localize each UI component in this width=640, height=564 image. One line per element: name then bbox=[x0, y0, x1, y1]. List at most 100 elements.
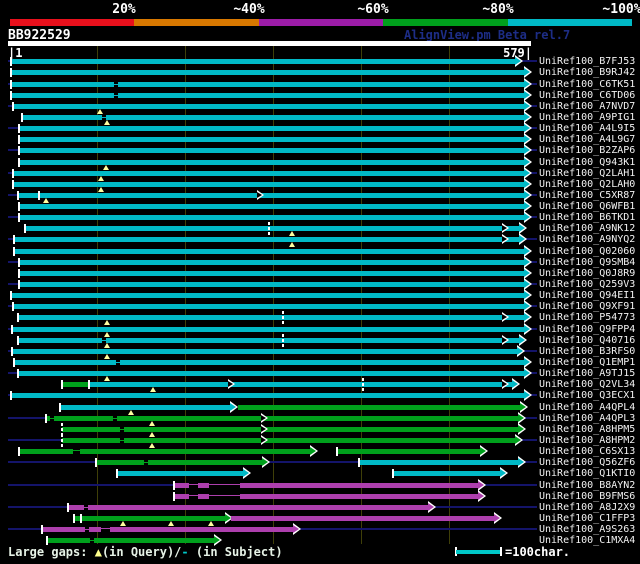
alignment-bar-segment[interactable] bbox=[10, 59, 515, 64]
row-label[interactable]: UniRef100_A8HPM2 bbox=[539, 434, 636, 446]
row-label[interactable]: UniRef100_Q9XF91 bbox=[539, 301, 636, 312]
row-label[interactable]: UniRef100_A9TJ15 bbox=[539, 368, 636, 379]
alignment-bar-segment[interactable] bbox=[62, 426, 518, 432]
alignment-bar-segment[interactable] bbox=[18, 148, 524, 153]
alignment-bar-segment[interactable] bbox=[18, 215, 524, 220]
alignment-bar-segment[interactable] bbox=[11, 348, 517, 354]
row-label[interactable]: UniRef100_A8J2X9 bbox=[539, 501, 636, 513]
alignment-bar-segment[interactable] bbox=[59, 404, 230, 410]
alignment-bar-segment[interactable] bbox=[95, 460, 262, 465]
alignment-bar-segment[interactable] bbox=[11, 326, 524, 332]
alignment-bar-segment[interactable] bbox=[18, 259, 524, 265]
row-label[interactable]: UniRef100_Q02060 bbox=[539, 245, 636, 257]
alignment-bar-segment[interactable] bbox=[18, 270, 524, 276]
alignment-bar-segment[interactable] bbox=[10, 70, 524, 75]
alignment-bar-segment[interactable] bbox=[10, 393, 524, 398]
alignment-bar-segment[interactable] bbox=[88, 382, 512, 387]
row-label[interactable]: UniRef100_Q2LAH1 bbox=[539, 167, 636, 179]
row-label[interactable]: UniRef100_Q2VL34 bbox=[539, 379, 636, 390]
alignment-bar-segment[interactable] bbox=[238, 404, 520, 410]
segment-arrow-icon bbox=[515, 435, 521, 444]
alignment-bar-segment[interactable] bbox=[61, 382, 88, 387]
alignment-bar-segment[interactable] bbox=[17, 337, 519, 343]
row-label[interactable]: UniRef100_Q0J8R9 bbox=[539, 267, 636, 279]
alignment-bar-segment[interactable] bbox=[392, 471, 500, 476]
subject-gap-dash bbox=[116, 363, 120, 365]
alignment-bar-segment[interactable] bbox=[46, 538, 214, 543]
row-label[interactable]: UniRef100_C1MXA4 bbox=[539, 535, 636, 546]
row-label[interactable]: UniRef100_P54773 bbox=[539, 312, 636, 323]
row-label[interactable]: UniRef100_B2ZAP6 bbox=[539, 145, 636, 156]
row-label[interactable]: UniRef100_B3RFS0 bbox=[539, 345, 636, 357]
row-label[interactable]: UniRef100_A8HPM5 bbox=[539, 423, 636, 435]
row-label[interactable]: UniRef100_C6SX13 bbox=[539, 446, 636, 457]
row-label[interactable]: UniRef100_C5XR87 bbox=[539, 189, 636, 201]
row-label[interactable]: UniRef100_A9NYQ2 bbox=[539, 234, 636, 245]
row-label[interactable]: UniRef100_C6TD06 bbox=[539, 89, 636, 101]
row-label[interactable]: UniRef100_B9FMS6 bbox=[539, 490, 636, 502]
row-label[interactable]: UniRef100_Q9SMB4 bbox=[539, 256, 636, 268]
alignment-bar-segment[interactable] bbox=[18, 137, 524, 142]
row-label[interactable]: UniRef100_B9RJ42 bbox=[539, 67, 636, 78]
alignment-bar-segment[interactable] bbox=[24, 226, 519, 231]
row-label[interactable]: UniRef100_C1FFP3 bbox=[539, 512, 636, 524]
alignment-bar-segment[interactable] bbox=[13, 360, 524, 365]
alignment-bar-segment[interactable] bbox=[13, 248, 524, 254]
alignment-bar-segment[interactable] bbox=[18, 449, 310, 454]
alignment-bar-segment[interactable] bbox=[17, 371, 524, 376]
row-label[interactable]: UniRef100_Q2LAH0 bbox=[539, 178, 636, 190]
alignment-bar-segment[interactable] bbox=[45, 415, 518, 421]
row-label[interactable]: UniRef100_Q943K1 bbox=[539, 156, 636, 168]
row-label[interactable]: UniRef100_Q1EMP1 bbox=[539, 357, 636, 368]
row-label[interactable]: UniRef100_A4L9I5 bbox=[539, 123, 636, 134]
row-label[interactable]: UniRef100_A9NK12 bbox=[539, 223, 636, 234]
row-label[interactable]: UniRef100_B8AYN2 bbox=[539, 479, 636, 491]
row-label[interactable]: UniRef100_A4L9G7 bbox=[539, 134, 636, 145]
alignment-bar-segment[interactable] bbox=[116, 471, 243, 476]
row-label[interactable]: UniRef100_Q259V3 bbox=[539, 279, 636, 290]
row-label[interactable]: UniRef100_Q3ECX1 bbox=[539, 390, 636, 401]
alignment-bar-segment[interactable] bbox=[358, 460, 518, 465]
alignment-bar-segment[interactable] bbox=[12, 103, 524, 109]
subject-gap-dash bbox=[114, 84, 118, 87]
alignment-bar-segment[interactable] bbox=[18, 126, 524, 131]
alignment-bar-segment[interactable] bbox=[10, 293, 524, 298]
alignment-bar-segment[interactable] bbox=[13, 237, 519, 242]
alignment-bar-segment[interactable] bbox=[21, 114, 524, 120]
row-label[interactable]: UniRef100_A9PIG1 bbox=[539, 111, 636, 123]
boundary-tick bbox=[12, 101, 14, 111]
row-label[interactable]: UniRef100_Q40716 bbox=[539, 334, 636, 346]
alignment-bar-segment[interactable] bbox=[18, 159, 524, 165]
alignment-bar-segment[interactable] bbox=[67, 504, 428, 510]
row-label[interactable]: UniRef100_Q9FPP4 bbox=[539, 323, 636, 335]
alignment-bar-segment[interactable] bbox=[41, 527, 293, 532]
alignment-bar-segment[interactable] bbox=[12, 304, 524, 309]
row-label[interactable]: UniRef100_A4QPL3 bbox=[539, 412, 636, 424]
alignment-bar-segment[interactable] bbox=[18, 282, 524, 287]
alignment-bar-segment[interactable] bbox=[12, 170, 524, 176]
alignment-bar-segment[interactable] bbox=[17, 315, 524, 320]
alignment-bar-segment[interactable] bbox=[231, 515, 494, 521]
segment-arrow-icon bbox=[524, 179, 530, 188]
alignment-bar-segment[interactable] bbox=[17, 192, 524, 198]
alignment-bar-segment[interactable] bbox=[336, 449, 480, 454]
alignment-bar-segment[interactable] bbox=[173, 482, 478, 488]
row-label[interactable]: UniRef100_C6TK51 bbox=[539, 78, 636, 90]
row-label[interactable]: UniRef100_A9S263 bbox=[539, 524, 636, 535]
row-label[interactable]: UniRef100_B7FJ53 bbox=[539, 56, 636, 67]
row-label[interactable]: UniRef100_Q1KTI0 bbox=[539, 468, 636, 479]
alignment-bar-segment[interactable] bbox=[12, 181, 524, 187]
alignment-bar-segment[interactable] bbox=[10, 92, 524, 98]
row-label[interactable]: UniRef100_B6TKD1 bbox=[539, 212, 636, 223]
row-label[interactable]: UniRef100_A7NVD7 bbox=[539, 100, 636, 112]
row-label[interactable]: UniRef100_Q94EI1 bbox=[539, 290, 636, 301]
alignment-bar-segment[interactable] bbox=[173, 493, 478, 499]
alignment-bar-segment[interactable] bbox=[62, 437, 515, 443]
alignment-bar-segment[interactable] bbox=[73, 515, 225, 521]
alignment-bar-segment[interactable] bbox=[10, 81, 524, 87]
boundary-tick bbox=[18, 135, 20, 144]
row-label[interactable]: UniRef100_Q6WFB1 bbox=[539, 201, 636, 212]
row-label[interactable]: UniRef100_A4QPL4 bbox=[539, 401, 636, 413]
row-label[interactable]: UniRef100_Q56ZF6 bbox=[539, 457, 636, 468]
alignment-bar-segment[interactable] bbox=[18, 204, 524, 209]
